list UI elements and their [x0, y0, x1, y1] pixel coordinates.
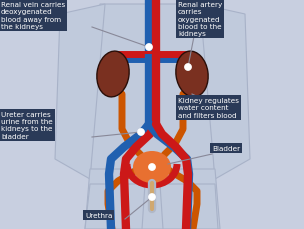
- Text: Bladder: Bladder: [212, 145, 240, 151]
- Polygon shape: [55, 5, 105, 179]
- Polygon shape: [90, 5, 215, 179]
- Ellipse shape: [133, 151, 171, 183]
- Circle shape: [137, 129, 144, 136]
- Text: Renal vein carries
deoxygenated
blood away from
the kidneys: Renal vein carries deoxygenated blood aw…: [1, 2, 65, 30]
- Ellipse shape: [176, 52, 208, 98]
- Circle shape: [148, 194, 156, 201]
- Circle shape: [146, 44, 153, 51]
- Polygon shape: [85, 184, 145, 229]
- Polygon shape: [85, 169, 220, 229]
- Ellipse shape: [97, 52, 129, 98]
- Polygon shape: [160, 184, 218, 229]
- Text: Urethra: Urethra: [85, 212, 112, 218]
- Polygon shape: [200, 5, 250, 179]
- Circle shape: [148, 164, 156, 171]
- Text: Ureter carries
urine from the
kidneys to the
bladder: Ureter carries urine from the kidneys to…: [1, 112, 53, 139]
- Text: Kidney regulates
water content
and filters blood: Kidney regulates water content and filte…: [178, 98, 239, 118]
- Text: Renal artery
carries
oxygenated
blood to the
kidneys: Renal artery carries oxygenated blood to…: [178, 2, 222, 37]
- Circle shape: [185, 64, 192, 71]
